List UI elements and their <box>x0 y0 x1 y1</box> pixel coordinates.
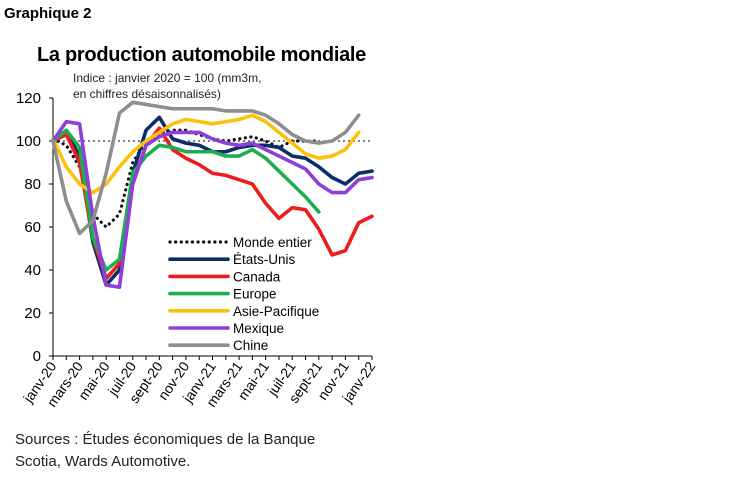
legend-label-5: Mexique <box>233 321 284 336</box>
y-tick-label: 100 <box>16 133 41 150</box>
figure-label: Graphique 2 <box>4 5 92 22</box>
legend-label-2: Canada <box>233 269 281 284</box>
chart-subtitle-line-1: Indice : janvier 2020 = 100 (mm3m, <box>73 71 262 85</box>
y-tick-label: 80 <box>24 176 41 193</box>
chart-title: La production automobile mondiale <box>37 44 366 66</box>
legend-label-6: Chine <box>233 338 268 353</box>
legend-label-0: Monde entier <box>233 235 312 250</box>
chart-subtitle-line-2: en chiffres désaisonnalisés) <box>73 87 221 101</box>
y-tick-label: 40 <box>24 262 41 279</box>
series-line-5 <box>51 119 374 289</box>
y-tick-label: 120 <box>16 90 41 107</box>
source-note-line-1: Sources : Études économiques de la Banqu… <box>15 431 316 448</box>
y-tick-label: 0 <box>33 348 41 365</box>
source-note-line-2: Scotia, Wards Automotive. <box>15 453 191 470</box>
y-tick-label: 20 <box>24 305 41 322</box>
y-tick-label: 60 <box>24 219 41 236</box>
series-line-4 <box>51 113 361 195</box>
series-line-0 <box>51 128 321 229</box>
legend-label-1: États-Unis <box>233 252 296 267</box>
series-line-6 <box>51 100 361 236</box>
legend-label-3: Europe <box>233 287 277 302</box>
legend-label-4: Asie-Pacifique <box>233 304 319 319</box>
